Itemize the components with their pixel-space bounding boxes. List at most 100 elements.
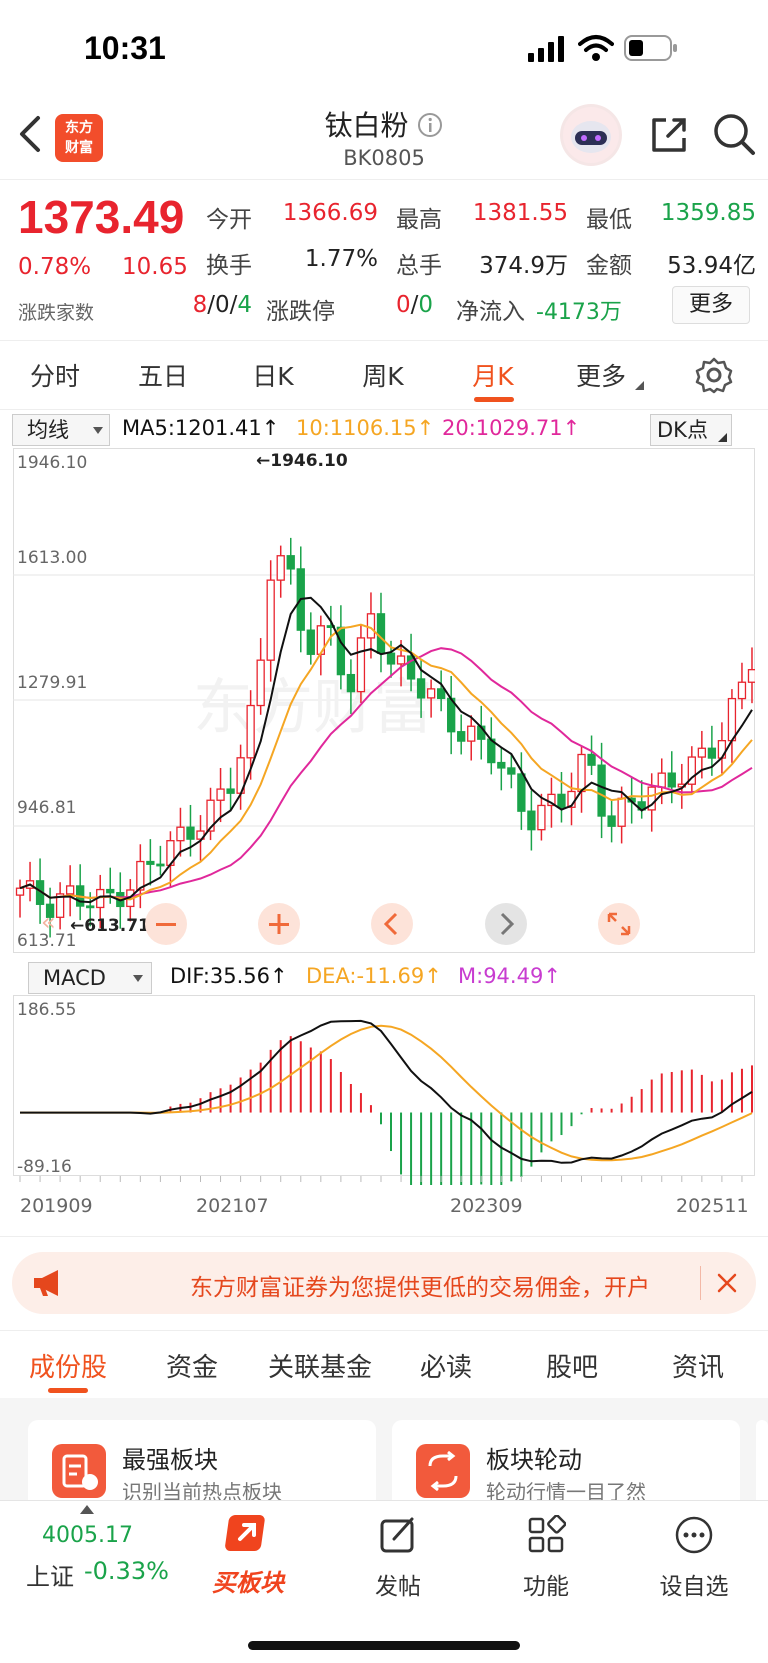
candle-body	[577, 753, 586, 793]
scroll-left-button[interactable]	[371, 903, 413, 945]
netflow-value: -4173万	[536, 300, 622, 325]
nav-functions[interactable]: 功能	[486, 1505, 606, 1615]
caret-down-icon	[93, 427, 103, 434]
candle-body	[557, 793, 566, 808]
chevron-left-icon	[383, 912, 398, 936]
candle-body	[597, 764, 606, 817]
change-value: 10.65	[122, 254, 188, 280]
candle-body	[356, 637, 366, 693]
nav-buy-sector[interactable]: 买板块	[188, 1505, 308, 1615]
ma5-value: MA5:1201.41↑	[122, 416, 280, 440]
nav-watchlist[interactable]: 设自选	[634, 1505, 754, 1615]
candle-body	[246, 704, 255, 759]
candle-body	[256, 659, 265, 707]
back-arrow-icon[interactable]	[16, 114, 46, 154]
candle-body	[86, 905, 95, 909]
fullscreen-button[interactable]	[598, 903, 640, 945]
macd-y-top: 186.55	[17, 1000, 76, 1020]
x-label-2: 202107	[196, 1195, 269, 1217]
candle-body	[707, 747, 717, 759]
candle-body	[346, 673, 356, 693]
candle-body	[386, 652, 396, 665]
tab-monthly-k[interactable]: 月K	[472, 362, 514, 391]
tab-must-read[interactable]: 必读	[419, 1353, 472, 1383]
candle-body	[65, 885, 75, 895]
nav-label: 功能	[523, 1574, 569, 1600]
volume-label: 总手	[396, 253, 442, 279]
candle-body	[587, 753, 596, 766]
promo-banner[interactable]: 东方财富证券为您提供更低的交易佣金，开户	[12, 1252, 756, 1314]
tab-daily-k[interactable]: 日K	[252, 362, 294, 391]
tab-five-day[interactable]: 五日	[137, 362, 188, 391]
card-title: 板块轮动	[486, 1446, 582, 1474]
candle-body	[737, 681, 747, 700]
index-name[interactable]: 上证	[26, 1563, 74, 1591]
candle-body	[527, 810, 536, 831]
nav-post[interactable]: 发帖	[338, 1505, 458, 1615]
banner-separator	[700, 1266, 701, 1300]
tab-weekly-k[interactable]: 周K	[362, 362, 404, 391]
expand-icon	[607, 912, 631, 936]
dif-value: DIF:35.56↑	[170, 964, 288, 988]
limit-label: 涨跌停	[266, 299, 335, 325]
dk-point-button[interactable]: DK点	[650, 414, 732, 446]
y-label-4: 946.81	[17, 798, 76, 818]
tab-related-funds[interactable]: 关联基金	[267, 1353, 372, 1383]
candle-body	[206, 799, 215, 832]
candle-body	[457, 731, 466, 742]
candle-body	[226, 788, 235, 794]
divider	[0, 1236, 768, 1237]
status-bar: 10:31	[0, 0, 768, 100]
low-marker: ←613.71	[70, 916, 150, 936]
header: 东方 财富 钛白粉 BK0805	[0, 100, 768, 180]
scroll-right-button[interactable]	[485, 903, 527, 945]
tab-more[interactable]: 更多	[575, 362, 626, 391]
battery-icon	[624, 35, 677, 61]
card-title: 最强板块	[122, 1446, 218, 1474]
x-label-4: 202511	[676, 1195, 749, 1217]
candle-body	[687, 756, 696, 785]
card-strongest-sector[interactable]: 最强板块 识别当前热点板块	[28, 1420, 376, 1510]
content-tabs: 成份股 资金 关联基金 必读 股吧 资讯	[0, 1330, 768, 1398]
close-icon[interactable]	[716, 1272, 738, 1294]
tab-funds-flow[interactable]: 资金	[165, 1353, 218, 1383]
candle-body	[176, 826, 185, 842]
candle-body	[416, 678, 426, 699]
candle-body	[15, 887, 25, 896]
kline-chart[interactable]: 东方财富 1946.10 1613.00 1279.91 946.81 613.…	[13, 448, 755, 953]
indicator-select[interactable]: 均线	[12, 414, 110, 446]
macd-m-value: M:94.49↑	[458, 964, 561, 988]
robot-avatar-icon[interactable]	[560, 104, 622, 166]
settings-gear-icon[interactable]	[694, 355, 734, 395]
candle-body	[747, 669, 755, 683]
card-sector-rotation[interactable]: 板块轮动 轮动行情一目了然	[392, 1420, 740, 1510]
tab-intraday[interactable]: 分时	[29, 362, 80, 391]
candle-body	[727, 697, 737, 742]
tab-constituents[interactable]: 成份股	[28, 1353, 107, 1383]
index-value[interactable]: 4005.17	[42, 1523, 133, 1548]
candle-body	[186, 826, 195, 840]
search-icon[interactable]	[712, 112, 756, 156]
zoom-out-button[interactable]	[145, 903, 187, 945]
index-change[interactable]: -0.33%	[84, 1557, 169, 1585]
more-button[interactable]: 更多	[672, 286, 750, 324]
macd-select[interactable]: MACD	[28, 962, 152, 994]
advance-decline-counts: 8/0/4	[192, 292, 252, 318]
candle-body	[406, 655, 416, 680]
plus-icon	[277, 914, 281, 934]
sector-code: BK0805	[343, 146, 425, 170]
candle-body	[617, 797, 626, 827]
high-value: 1381.55	[472, 200, 568, 226]
more-dots-icon	[675, 1516, 713, 1554]
info-icon[interactable]	[417, 112, 443, 138]
buy-sector-icon	[225, 1515, 265, 1551]
rewind-button[interactable]: «	[41, 908, 56, 936]
share-icon[interactable]	[648, 114, 690, 156]
tab-forum[interactable]: 股吧	[545, 1353, 598, 1383]
triangle-down-icon	[718, 433, 727, 442]
candle-body	[216, 788, 225, 801]
tab-news[interactable]: 资讯	[671, 1353, 724, 1383]
limit-counts: 0/0	[396, 292, 434, 318]
zoom-in-button[interactable]	[258, 903, 300, 945]
macd-chart[interactable]: 186.55 -89.16	[13, 995, 755, 1185]
